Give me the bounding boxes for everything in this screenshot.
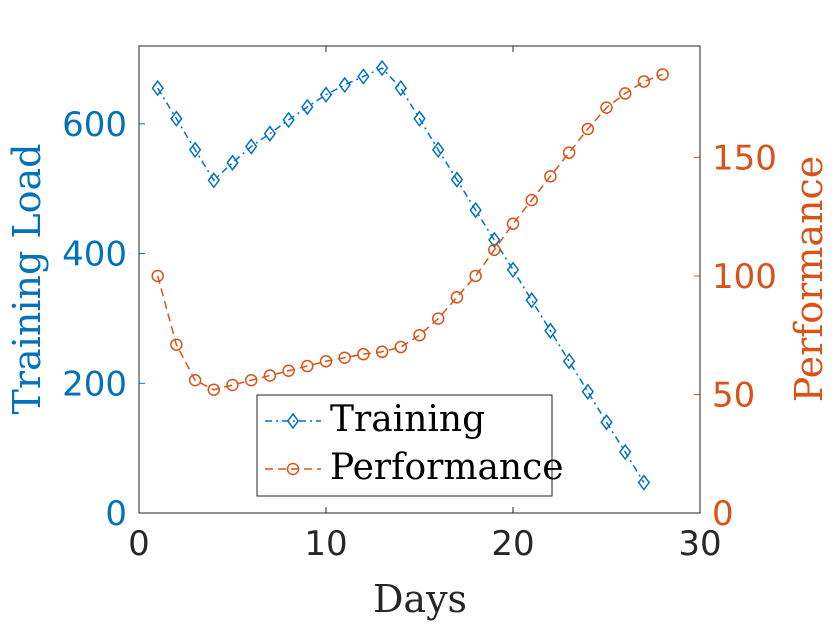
data-point-circle	[637, 75, 651, 88]
data-point-circle	[263, 369, 277, 382]
x-tick-label: 10	[304, 524, 347, 564]
data-point-circle	[431, 312, 445, 325]
data-point-circle	[188, 373, 202, 387]
data-point-circle	[226, 378, 239, 392]
data-point-circle	[338, 351, 351, 364]
data-point-circle	[151, 269, 164, 283]
right-tick-label: 100	[712, 257, 777, 297]
series-performance	[151, 68, 669, 396]
data-point-circle	[506, 217, 520, 231]
data-point-diamond	[282, 111, 295, 129]
data-point-circle	[450, 291, 464, 304]
series-training	[151, 59, 651, 491]
x-axis-label: Days	[373, 577, 467, 621]
data-point-circle	[600, 101, 613, 114]
data-point-circle	[375, 345, 389, 359]
data-point-diamond	[450, 171, 464, 188]
data-point-circle	[207, 383, 221, 396]
data-point-diamond	[581, 383, 594, 400]
data-point-circle	[488, 243, 501, 257]
left-axis-ticks: 0 200 400 600	[62, 46, 145, 534]
legend: Training Performance	[256, 394, 564, 497]
data-point-diamond	[544, 322, 557, 339]
data-point-circle	[469, 269, 482, 283]
data-point-diamond	[469, 201, 482, 219]
data-point-diamond	[394, 79, 407, 97]
right-tick-label: 50	[712, 375, 755, 415]
legend-label-performance: Performance	[330, 447, 564, 488]
data-point-circle	[544, 170, 557, 183]
data-point-diamond	[375, 59, 389, 77]
legend-box	[256, 394, 553, 497]
right-axis-label: Performance	[787, 156, 831, 403]
data-point-circle	[618, 87, 632, 100]
data-point-circle	[319, 355, 333, 368]
data-point-diamond	[432, 141, 445, 159]
x-tick-label: 20	[491, 524, 534, 564]
data-point-circle	[525, 193, 538, 207]
data-point-diamond	[562, 352, 576, 370]
legend-marker-circle	[286, 462, 300, 476]
right-tick-label: 150	[712, 138, 777, 178]
data-point-diamond	[338, 76, 351, 94]
data-point-diamond	[357, 68, 370, 85]
data-point-diamond	[207, 172, 220, 189]
data-point-circle	[301, 359, 314, 373]
data-point-diamond	[619, 443, 632, 461]
legend-label-training: Training	[330, 399, 485, 440]
data-point-diamond	[263, 125, 277, 142]
data-point-diamond	[151, 79, 164, 97]
data-point-diamond	[226, 154, 239, 171]
left-tick-label: 400	[62, 235, 127, 275]
data-point-diamond	[525, 292, 538, 309]
left-tick-label: 0	[105, 494, 127, 534]
data-point-diamond	[245, 138, 258, 155]
data-point-circle	[581, 122, 595, 136]
left-tick-label: 200	[62, 364, 127, 404]
series-line-training	[157, 67, 645, 483]
data-point-circle	[170, 338, 183, 351]
data-point-circle	[656, 68, 669, 81]
data-point-diamond	[600, 413, 613, 431]
plot-area-frame	[138, 45, 701, 514]
data-point-diamond	[301, 98, 314, 116]
data-point-diamond	[506, 261, 520, 279]
x-tick-label: 0	[128, 524, 150, 564]
data-point-circle	[244, 373, 258, 387]
right-axis-ticks: 0 50 100 150	[694, 46, 777, 534]
data-point-circle	[357, 347, 370, 361]
legend-marker-diamond	[286, 412, 300, 430]
data-point-diamond	[488, 231, 501, 249]
data-point-circle	[282, 364, 295, 378]
data-point-circle	[394, 340, 408, 354]
data-point-diamond	[319, 86, 333, 103]
series-layer	[151, 59, 669, 491]
left-axis-label: Training Load	[5, 144, 49, 415]
data-point-circle	[562, 146, 576, 159]
data-point-diamond	[413, 110, 426, 127]
left-tick-label: 600	[62, 105, 127, 145]
x-axis-ticks: 0 10 20 30	[128, 46, 722, 564]
data-point-diamond	[170, 110, 183, 127]
data-point-circle	[413, 328, 426, 342]
x-tick-label: 30	[678, 524, 721, 564]
data-point-diamond	[637, 474, 651, 491]
right-tick-label: 0	[712, 494, 734, 534]
series-line-performance	[156, 73, 663, 391]
data-point-diamond	[188, 141, 202, 159]
